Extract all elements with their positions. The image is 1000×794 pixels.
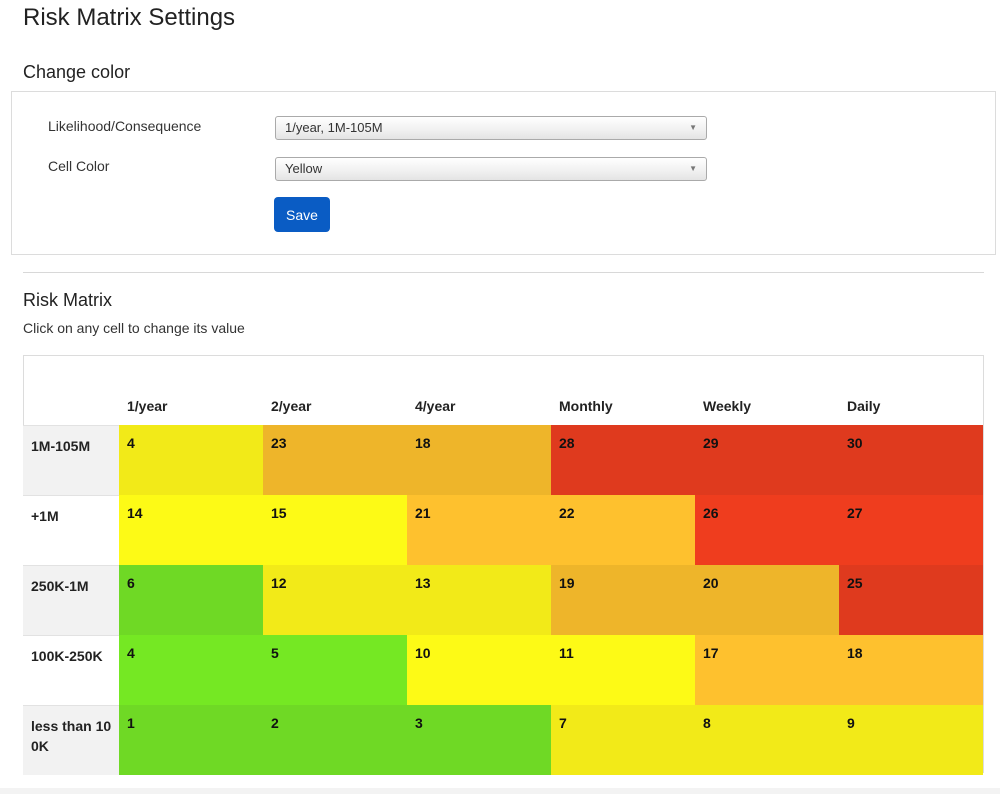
matrix-cell[interactable]: 28 xyxy=(551,425,695,495)
cell-color-value: Yellow xyxy=(285,161,323,176)
matrix-cell[interactable]: 4 xyxy=(119,425,263,495)
row-header: 100K-250K xyxy=(23,634,119,705)
matrix-cell[interactable]: 10 xyxy=(407,635,551,705)
matrix-cell[interactable]: 22 xyxy=(551,495,695,565)
column-header: Daily xyxy=(847,398,881,414)
matrix-cell[interactable]: 11 xyxy=(551,635,695,705)
matrix-cell[interactable]: 15 xyxy=(263,495,407,565)
matrix-cell[interactable]: 12 xyxy=(263,565,407,635)
matrix-cell[interactable]: 13 xyxy=(407,565,551,635)
matrix-cell[interactable]: 27 xyxy=(839,495,983,565)
matrix-row: less than 100K 1 2 3 7 8 9 xyxy=(23,704,983,775)
matrix-cell[interactable]: 17 xyxy=(695,635,839,705)
matrix-cell[interactable]: 18 xyxy=(839,635,983,705)
matrix-cell[interactable]: 26 xyxy=(695,495,839,565)
matrix-cell[interactable]: 8 xyxy=(695,705,839,775)
section-divider xyxy=(23,272,984,273)
column-header: Monthly xyxy=(559,398,613,414)
page-footer-strip xyxy=(0,788,1000,794)
save-button[interactable]: Save xyxy=(274,197,330,232)
matrix-header-row: 1/year 2/year 4/year Monthly Weekly Dail… xyxy=(23,355,983,425)
matrix-cell[interactable]: 9 xyxy=(839,705,983,775)
matrix-cell[interactable]: 7 xyxy=(551,705,695,775)
matrix-cell[interactable]: 5 xyxy=(263,635,407,705)
likelihood-consequence-label: Likelihood/Consequence xyxy=(48,118,202,134)
matrix-cell[interactable]: 14 xyxy=(119,495,263,565)
matrix-cell[interactable]: 30 xyxy=(839,425,983,495)
matrix-cell[interactable]: 20 xyxy=(695,565,839,635)
matrix-cell[interactable]: 19 xyxy=(551,565,695,635)
change-color-panel: Likelihood/Consequence 1/year, 1M-105M ▼… xyxy=(11,91,996,255)
risk-matrix-heading: Risk Matrix xyxy=(23,290,112,310)
row-header: 250K-1M xyxy=(23,564,119,635)
matrix-cell[interactable]: 3 xyxy=(407,705,551,775)
likelihood-consequence-select[interactable]: 1/year, 1M-105M ▼ xyxy=(275,116,707,140)
matrix-cell[interactable]: 2 xyxy=(263,705,407,775)
cell-color-label: Cell Color xyxy=(48,158,110,174)
column-header: 4/year xyxy=(415,398,456,414)
column-header: Weekly xyxy=(703,398,751,414)
change-color-heading: Change color xyxy=(23,62,131,82)
dropdown-arrow-icon: ▼ xyxy=(689,123,697,132)
matrix-cell[interactable]: 6 xyxy=(119,565,263,635)
matrix-row: 100K-250K 4 5 10 11 17 18 xyxy=(23,634,983,705)
matrix-cell[interactable]: 23 xyxy=(263,425,407,495)
matrix-corner xyxy=(23,355,119,425)
matrix-cell[interactable]: 18 xyxy=(407,425,551,495)
matrix-cell[interactable]: 25 xyxy=(839,565,983,635)
matrix-row: 250K-1M 6 12 13 19 20 25 xyxy=(23,564,983,635)
matrix-row: 1M-105M 4 23 18 28 29 30 xyxy=(23,424,983,495)
matrix-row: +1M 14 15 21 22 26 27 xyxy=(23,494,983,565)
matrix-cell[interactable]: 4 xyxy=(119,635,263,705)
cell-color-select[interactable]: Yellow ▼ xyxy=(275,157,707,181)
row-header: 1M-105M xyxy=(23,424,119,495)
page-title: Risk Matrix Settings xyxy=(23,4,236,31)
matrix-cell[interactable]: 1 xyxy=(119,705,263,775)
row-header: less than 100K xyxy=(23,704,119,775)
column-header: 2/year xyxy=(271,398,312,414)
likelihood-consequence-value: 1/year, 1M-105M xyxy=(285,120,383,135)
row-header: +1M xyxy=(23,494,119,565)
risk-matrix-hint: Click on any cell to change its value xyxy=(23,320,245,336)
matrix-cell[interactable]: 21 xyxy=(407,495,551,565)
column-header: 1/year xyxy=(127,398,168,414)
dropdown-arrow-icon: ▼ xyxy=(689,164,697,173)
matrix-cell[interactable]: 29 xyxy=(695,425,839,495)
risk-matrix-table: 1/year 2/year 4/year Monthly Weekly Dail… xyxy=(23,355,983,775)
